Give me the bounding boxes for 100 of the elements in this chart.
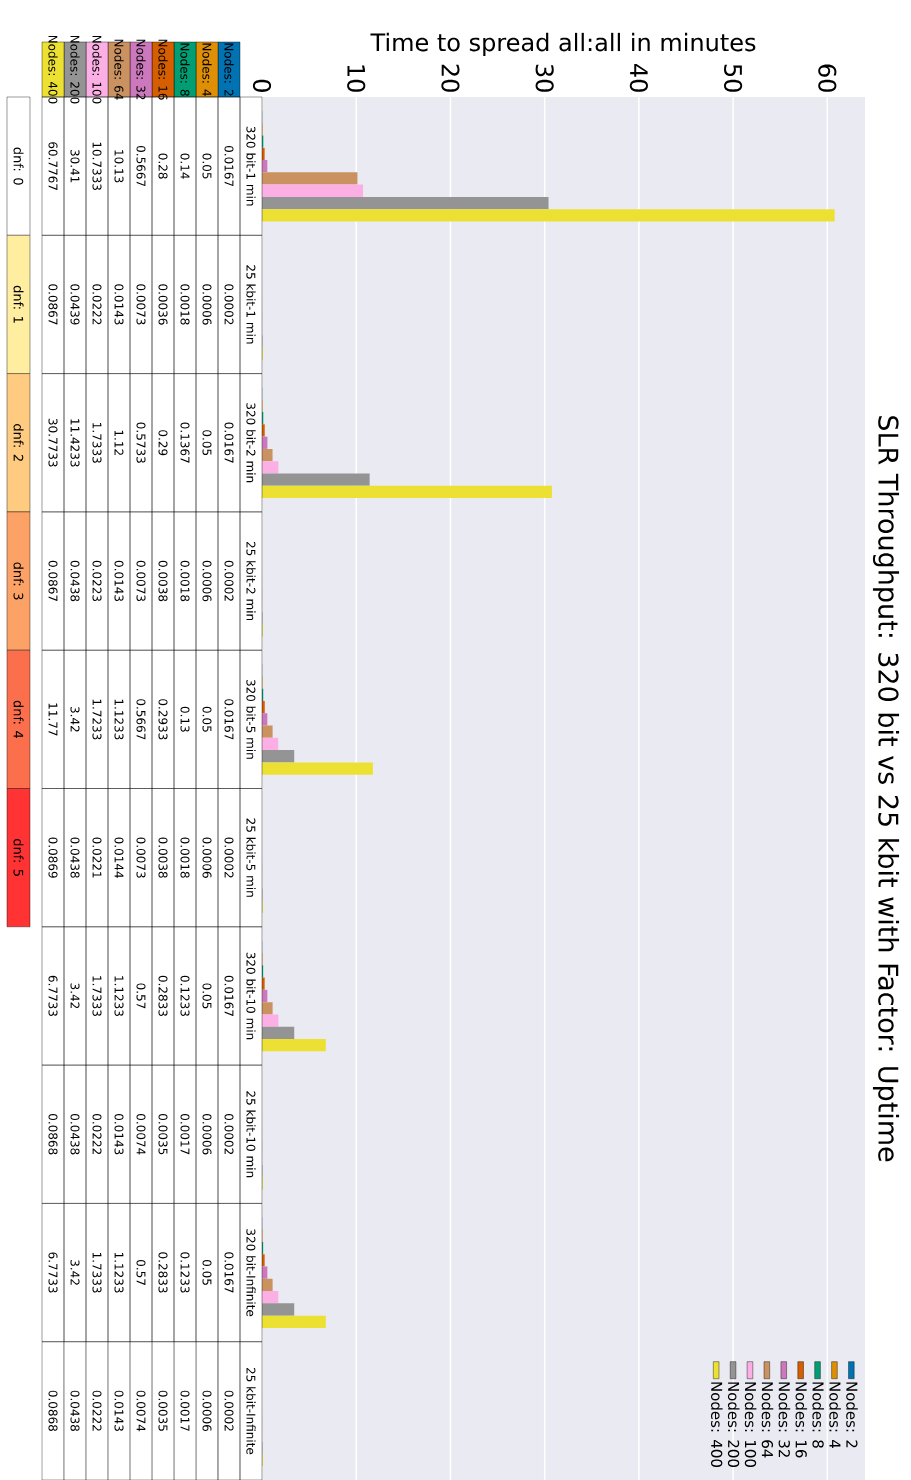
- data-label: 0.2833: [158, 1252, 168, 1293]
- legend-label: Nodes: 4: [829, 1382, 841, 1449]
- x-tick-label: 20: [441, 64, 460, 92]
- data-label: 0.2833: [158, 975, 168, 1016]
- data-label: 0.0144: [114, 837, 124, 878]
- data-label: 0.0073: [136, 284, 146, 325]
- data-label: 0.0006: [202, 1114, 212, 1155]
- data-label: 6.7733: [48, 975, 58, 1016]
- data-label: 0.0074: [136, 1390, 146, 1432]
- data-label: 0.0167: [224, 1252, 234, 1293]
- data-label: 0.0867: [48, 284, 58, 325]
- data-label: 0.0222: [92, 1390, 102, 1431]
- data-label: 0.0439: [70, 284, 80, 325]
- data-label: 0.1233: [180, 1252, 190, 1293]
- data-label: 0.0038: [158, 560, 168, 602]
- data-label: 10.13: [114, 150, 124, 183]
- data-label: 6.7733: [48, 1252, 58, 1293]
- data-label: 0.0867: [48, 560, 58, 602]
- y-tick-label: 320 bit-5 min: [246, 679, 256, 759]
- data-label: 0.14: [180, 153, 190, 179]
- data-label: 0.0438: [70, 1114, 80, 1155]
- data-label: 0.0035: [158, 1390, 168, 1431]
- legend-label: Nodes: 64: [761, 1382, 774, 1458]
- data-label: 0.0869: [48, 837, 58, 878]
- data-label: 0.0017: [180, 1114, 190, 1155]
- y-tick-label: 320 bit-2 min: [246, 403, 256, 483]
- data-label: 0.57: [136, 983, 146, 1009]
- text: dnf: 3: [13, 562, 24, 600]
- y-tick-label: 320 bit-10 min: [246, 952, 256, 1040]
- text: Nodes: 2: [224, 43, 234, 96]
- legend-label: Nodes: 100: [744, 1382, 757, 1467]
- data-label: 0.0222: [92, 1114, 102, 1155]
- text: Nodes: 16: [158, 39, 168, 100]
- data-label: 0.0143: [114, 1390, 124, 1431]
- y-tick-label: 320 bit-1 min: [246, 126, 256, 206]
- data-label: 0.0074: [136, 1114, 146, 1155]
- data-label: 0.5667: [136, 699, 146, 740]
- text: SLR Throughput: 320 bit vs 25 kbit with Factor: Uptime: [872, 416, 900, 1162]
- data-label: 0.0002: [224, 1390, 234, 1431]
- data-label: 1.1233: [114, 699, 124, 740]
- data-label: 0.05: [202, 430, 212, 456]
- data-label: 0.0438: [70, 1390, 80, 1432]
- x-tick-label: 50: [724, 64, 743, 92]
- text: Nodes: 400: [48, 35, 58, 104]
- data-label: 0.0006: [202, 560, 212, 602]
- data-label: 0.0143: [114, 560, 124, 602]
- text: dnf: 2: [13, 424, 24, 461]
- data-label: 0.0002: [224, 1114, 234, 1155]
- data-label: 0.0167: [224, 422, 234, 463]
- data-label: 3.42: [70, 983, 80, 1009]
- x-axis-title: Time to spread all:all in minutes: [370, 32, 756, 57]
- data-label: 0.0868: [48, 1390, 58, 1432]
- data-label: 1.7333: [92, 1252, 102, 1293]
- y-tick-label: 25 kbit-Infinite: [246, 1367, 256, 1455]
- data-label: 0.0017: [180, 1390, 190, 1431]
- data-label: 0.1233: [180, 975, 190, 1016]
- data-label: 0.0223: [92, 560, 102, 602]
- data-label: 1.1233: [114, 1252, 124, 1293]
- data-label: 60.7767: [48, 142, 58, 190]
- x-tick-label: 30: [535, 64, 554, 92]
- data-label: 10.7333: [92, 142, 102, 190]
- data-label: 1.7233: [92, 699, 102, 740]
- data-label: 0.29: [158, 430, 168, 456]
- data-label: 0.0018: [180, 560, 190, 602]
- data-label: 0.57: [136, 1259, 146, 1285]
- x-tick-label: 40: [629, 64, 648, 92]
- data-label: 0.0006: [202, 1390, 212, 1432]
- data-label: 0.0002: [224, 284, 234, 325]
- text: Nodes: 32: [136, 39, 146, 100]
- text: Nodes: 200: [70, 35, 80, 104]
- data-label: 0.0035: [158, 1114, 168, 1155]
- data-label: 0.05: [202, 1259, 212, 1285]
- y-tick-label: 25 kbit-10 min: [246, 1091, 256, 1178]
- data-label: 0.0018: [180, 284, 190, 325]
- text: dnf: 0: [13, 147, 24, 185]
- legend-label: Nodes: 2: [846, 1382, 858, 1448]
- x-tick-label: 0: [252, 79, 272, 92]
- data-label: 0.0143: [114, 1114, 124, 1155]
- text: dnf: 4: [13, 700, 24, 739]
- data-label: 0.0002: [224, 560, 234, 601]
- x-tick-label: 60: [818, 64, 837, 92]
- data-label: 0.0438: [70, 560, 80, 602]
- data-label: 0.05: [202, 706, 212, 732]
- data-label: 0.0073: [136, 560, 146, 602]
- data-label: 3.42: [70, 1260, 80, 1285]
- legend-label: Nodes: 16: [795, 1382, 808, 1458]
- text: Nodes: 4: [202, 43, 212, 96]
- data-label: 0.2933: [158, 699, 168, 740]
- data-label: 1.7333: [92, 423, 102, 463]
- data-label: 0.05: [202, 983, 212, 1009]
- data-label: 0.0073: [136, 837, 146, 878]
- data-label: 30.7733: [48, 418, 58, 467]
- data-label: 0.0006: [202, 284, 212, 325]
- text: dnf: 1: [13, 285, 24, 323]
- text: dnf: 5: [13, 839, 24, 876]
- data-label: 11.4233: [70, 419, 80, 467]
- legend-label: Nodes: 400: [711, 1382, 723, 1467]
- data-label: 0.0167: [224, 975, 234, 1016]
- data-label: 0.0038: [158, 837, 168, 878]
- y-tick-label: 25 kbit-5 min: [246, 818, 256, 897]
